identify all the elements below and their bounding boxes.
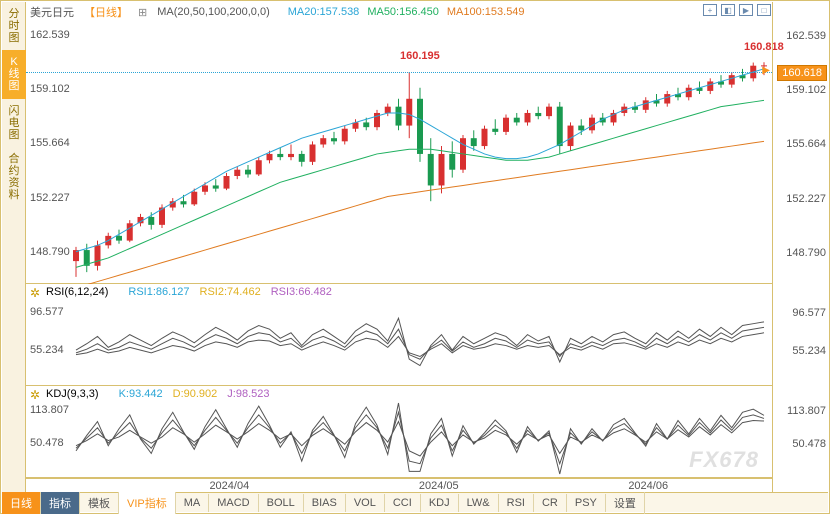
kdj-values: K:93.442 D:90.902 J:98.523 (109, 388, 270, 400)
bottom-tab[interactable]: 模板 (80, 492, 119, 514)
main-panel-header: 美元日元 【日线】 ⊞ MA(20,50,100,200,0,0) MA20:1… (30, 4, 525, 20)
rsi-svg[interactable] (26, 284, 774, 386)
rsi-values: RSI1:86.127 RSI2:74.462 RSI3:66.482 (118, 286, 331, 298)
candlestick-panel: 美元日元 【日线】 ⊞ MA(20,50,100,200,0,0) MA20:1… (26, 2, 772, 284)
y-axis-label-right: 162.539 (774, 30, 826, 42)
sidebar-tab[interactable]: 闪电图 (2, 99, 26, 147)
ma-config-label: MA(20,50,100,200,0,0) (157, 6, 270, 18)
marker-icon: ▶ (762, 65, 770, 76)
y-axis-label-right: 96.577 (774, 307, 826, 319)
rsi-title: RSI(6,12,24) (46, 286, 108, 298)
ma-value: MA50:156.450 (367, 6, 439, 18)
app-frame: 分时图K线图闪电图合约资料 +◧▶□ 美元日元 【日线】 ⊞ MA(20,50,… (0, 0, 830, 514)
y-axis-label: 96.577 (30, 306, 64, 318)
chart-type-icon: ⊞ (138, 6, 147, 19)
ma-values: MA20:157.538 MA50:156.450 MA100:153.549 (280, 6, 525, 18)
candlestick-svg[interactable] (26, 2, 774, 284)
indicator-tab[interactable]: RSI (499, 494, 534, 512)
rsi-header: RSI(6,12,24) RSI1:86.127 RSI2:74.462 RSI3:… (46, 286, 332, 298)
rsi-value: RSI2:74.462 (200, 286, 261, 298)
indicator-tab[interactable]: CR (534, 494, 567, 512)
y-axis-label: 162.539 (30, 29, 70, 41)
indicator-tab[interactable]: MA (176, 494, 210, 512)
kdj-value: J:98.523 (227, 388, 269, 400)
y-axis-label: 50.478 (30, 437, 64, 449)
indicator-tab[interactable]: 设置 (606, 492, 645, 514)
indicator-tab[interactable]: BIAS (304, 494, 346, 512)
y-axis-label-right: 152.227 (774, 193, 826, 205)
kdj-title: KDJ(9,3,3) (46, 388, 99, 400)
y-axis-label: 148.790 (30, 246, 70, 258)
y-axis-label-right: 148.790 (774, 247, 826, 259)
kdj-header: KDJ(9,3,3) K:93.442 D:90.902 J:98.523 (46, 388, 269, 400)
bottom-tab[interactable]: 日线 (2, 492, 41, 514)
sidebar-tab[interactable]: 分时图 (2, 2, 26, 50)
x-axis-label: 2024/06 (628, 480, 668, 492)
x-axis-label: 2024/05 (419, 480, 459, 492)
indicator-tab[interactable]: MACD (209, 494, 258, 512)
kdj-value: D:90.902 (173, 388, 218, 400)
sidebar-tab[interactable]: K线图 (2, 50, 26, 98)
y-axis-label-right: 55.234 (774, 345, 826, 357)
y-axis-label: 155.664 (30, 137, 70, 149)
y-axis-label-right: 155.664 (774, 138, 826, 150)
rsi-value: RSI3:66.482 (271, 286, 332, 298)
y-axis-label: 55.234 (30, 344, 64, 356)
y-axis-label-right: 113.807 (774, 405, 826, 417)
ma-value: MA20:157.538 (288, 6, 360, 18)
y-axis-label-right: 50.478 (774, 438, 826, 450)
symbol-title: 美元日元 (30, 4, 74, 20)
indicator-tab[interactable]: BOLL (259, 494, 304, 512)
sidebar-tab[interactable]: 合约资料 (2, 147, 26, 207)
rsi-panel: ✲ RSI(6,12,24) RSI1:86.127RSI2:74.462RSI… (26, 284, 772, 386)
price-callout: 160.195 (400, 50, 440, 62)
y-axis-label-right: 159.102 (774, 84, 826, 96)
y-axis-label: 113.807 (30, 404, 69, 416)
y-axis-label: 159.102 (30, 83, 70, 95)
x-axis-label: 2024/04 (209, 480, 249, 492)
current-price-tag: 160.618 (777, 65, 827, 81)
right-axis-column: 162.539 159.102 155.664 152.227 148.790 160.6… (772, 2, 828, 494)
kdj-value: K:93.442 (119, 388, 163, 400)
indicator-tab[interactable]: VOL (346, 494, 385, 512)
kdj-panel: ✲ KDJ(9,3,3) K:93.442D:90.902J:98.523 11… (26, 386, 772, 478)
indicator-tab[interactable]: LW& (459, 494, 499, 512)
indicator-tab[interactable]: CCI (385, 494, 421, 512)
rsi-value: RSI1:86.127 (128, 286, 189, 298)
timeframe-label: 【日线】 (84, 4, 128, 20)
price-reference-line (26, 72, 772, 73)
y-axis-label: 152.227 (30, 192, 70, 204)
bottom-tab[interactable]: 指标 (41, 492, 80, 514)
bottom-tab-bar: 日线指标模板VIP指标MAMACDBOLLBIASVOLCCIKDJLW&RSI… (2, 492, 828, 512)
watermark: FX678 (689, 447, 759, 473)
indicator-tab[interactable]: KDJ (421, 494, 459, 512)
bottom-tab[interactable]: VIP指标 (119, 492, 176, 514)
ma-value: MA100:153.549 (447, 6, 525, 18)
left-sidebar: 分时图K线图闪电图合约资料 (2, 2, 26, 494)
indicator-tab[interactable]: PSY (567, 494, 606, 512)
